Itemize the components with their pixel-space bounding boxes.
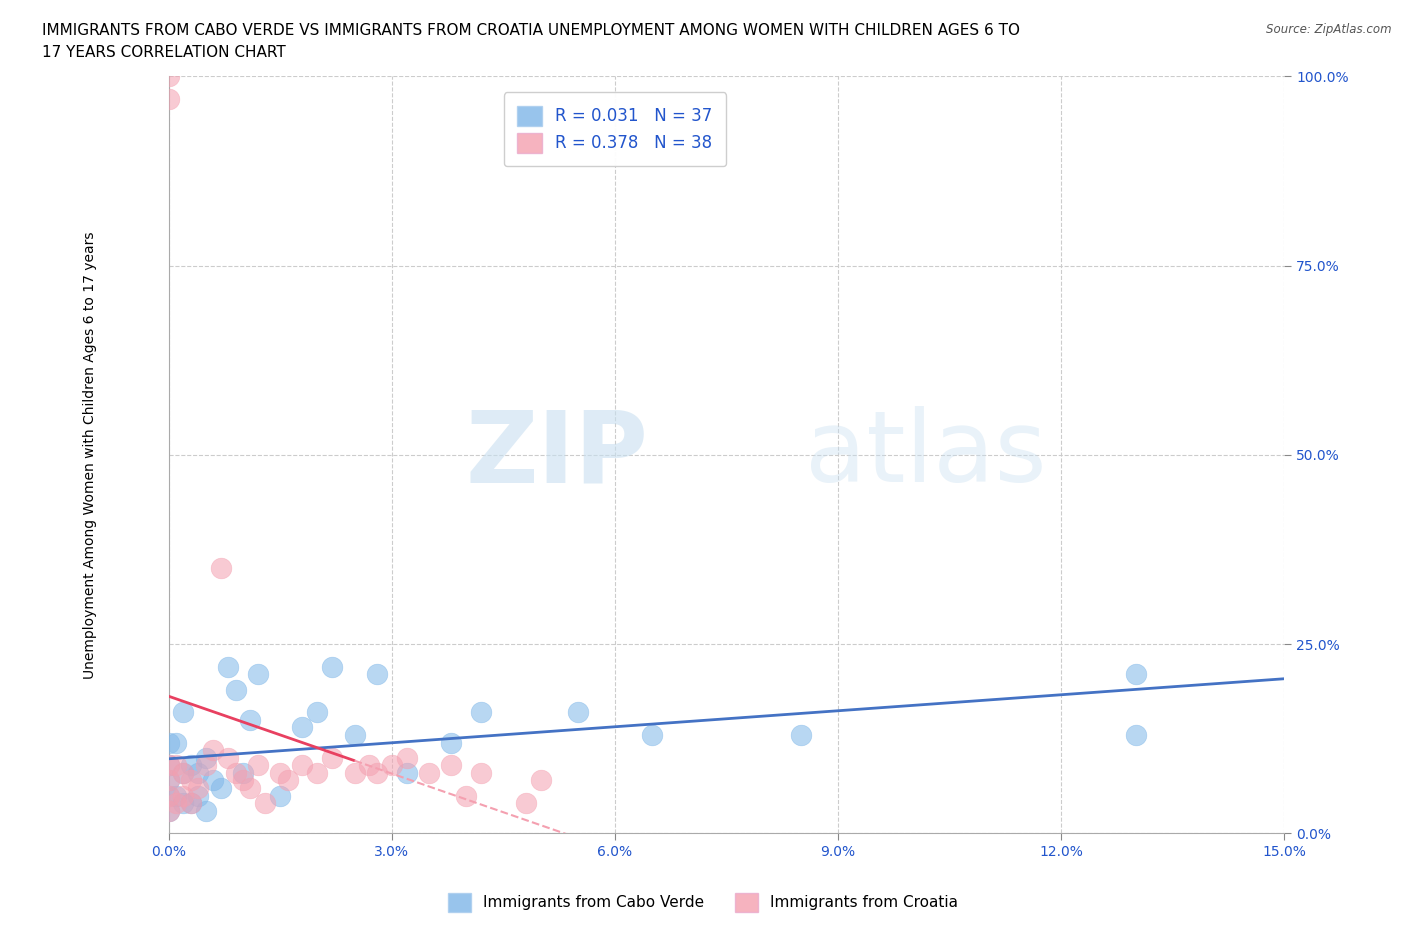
Point — [307, 705, 329, 720]
Point — [157, 91, 180, 106]
Point — [239, 712, 262, 727]
Point — [157, 735, 180, 750]
Point — [269, 765, 291, 780]
Point — [381, 758, 404, 773]
Point — [232, 765, 254, 780]
Point — [172, 765, 194, 780]
Point — [239, 780, 262, 795]
Point — [291, 758, 314, 773]
Point — [395, 765, 418, 780]
Text: atlas: atlas — [804, 406, 1046, 503]
Point — [529, 773, 551, 788]
Point — [157, 788, 180, 803]
Point — [515, 796, 537, 811]
Point — [440, 735, 463, 750]
Point — [172, 788, 194, 803]
Point — [194, 751, 217, 765]
Point — [209, 780, 232, 795]
Point — [165, 796, 187, 811]
Point — [366, 765, 388, 780]
Point — [202, 773, 225, 788]
Point — [194, 804, 217, 818]
Point — [172, 796, 194, 811]
Point — [217, 751, 239, 765]
Point — [418, 765, 440, 780]
Point — [157, 758, 180, 773]
Point — [157, 804, 180, 818]
Point — [187, 765, 209, 780]
Point — [180, 758, 202, 773]
Point — [180, 796, 202, 811]
Point — [187, 788, 209, 803]
Text: Source: ZipAtlas.com: Source: ZipAtlas.com — [1267, 23, 1392, 36]
Point — [277, 773, 299, 788]
Point — [359, 758, 381, 773]
Point — [1125, 667, 1147, 682]
Point — [254, 796, 277, 811]
Point — [157, 69, 180, 84]
Point — [321, 659, 343, 674]
Legend: Immigrants from Cabo Verde, Immigrants from Croatia: Immigrants from Cabo Verde, Immigrants f… — [441, 887, 965, 918]
Point — [343, 727, 366, 742]
Point — [217, 659, 239, 674]
Text: IMMIGRANTS FROM CABO VERDE VS IMMIGRANTS FROM CROATIA UNEMPLOYMENT AMONG WOMEN W: IMMIGRANTS FROM CABO VERDE VS IMMIGRANTS… — [42, 23, 1021, 38]
Point — [343, 765, 366, 780]
Point — [246, 667, 269, 682]
Point — [157, 773, 180, 788]
Point — [440, 758, 463, 773]
Point — [225, 682, 247, 697]
Point — [225, 765, 247, 780]
Point — [641, 727, 664, 742]
Point — [165, 735, 187, 750]
Point — [209, 561, 232, 576]
Point — [291, 720, 314, 735]
Point — [366, 667, 388, 682]
Point — [172, 765, 194, 780]
Point — [157, 773, 180, 788]
Point — [470, 705, 492, 720]
Point — [395, 751, 418, 765]
Text: Unemployment Among Women with Children Ages 6 to 17 years: Unemployment Among Women with Children A… — [83, 231, 97, 679]
Point — [165, 758, 187, 773]
Legend: R = 0.031   N = 37, R = 0.378   N = 38: R = 0.031 N = 37, R = 0.378 N = 38 — [503, 92, 725, 166]
Point — [157, 788, 180, 803]
Point — [202, 743, 225, 758]
Point — [187, 780, 209, 795]
Point — [321, 751, 343, 765]
Point — [456, 788, 478, 803]
Point — [165, 788, 187, 803]
Point — [232, 773, 254, 788]
Point — [180, 773, 202, 788]
Point — [790, 727, 813, 742]
Point — [157, 758, 180, 773]
Point — [157, 804, 180, 818]
Point — [194, 758, 217, 773]
Point — [269, 788, 291, 803]
Text: 17 YEARS CORRELATION CHART: 17 YEARS CORRELATION CHART — [42, 45, 285, 60]
Point — [172, 705, 194, 720]
Point — [567, 705, 589, 720]
Point — [246, 758, 269, 773]
Point — [470, 765, 492, 780]
Point — [307, 765, 329, 780]
Point — [180, 796, 202, 811]
Point — [1125, 727, 1147, 742]
Text: ZIP: ZIP — [465, 406, 648, 503]
